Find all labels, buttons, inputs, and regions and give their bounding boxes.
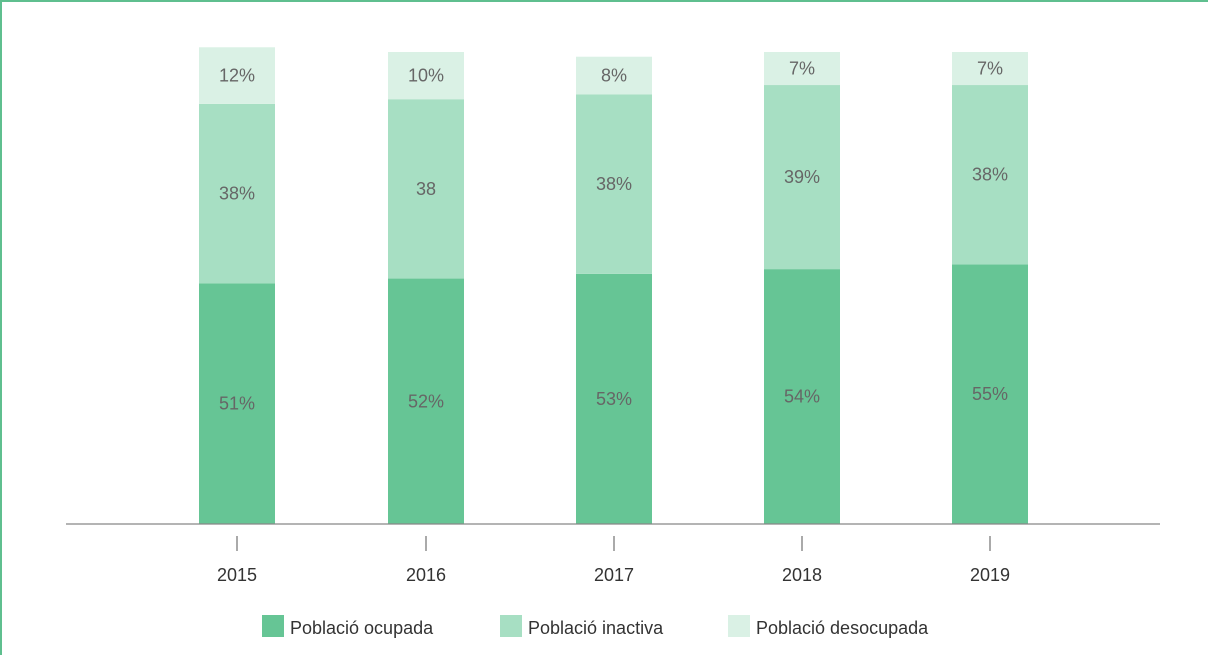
x-tick-label: 2019 [970, 565, 1010, 585]
bar-segment [576, 56, 652, 95]
legend: Població ocupada Població inactiva Poblaci… [262, 615, 929, 638]
bar-segment [952, 85, 1028, 265]
bar-segment [952, 52, 1028, 86]
data-label: 8% [601, 66, 627, 86]
bar-segment [576, 273, 652, 524]
bar-segment [764, 52, 840, 86]
bar-segment [388, 278, 464, 524]
x-tick-label: 2017 [594, 565, 634, 585]
x-tick-label: 2015 [217, 565, 257, 585]
x-tick-label: 2016 [406, 565, 446, 585]
bar-segment [576, 94, 652, 274]
data-label: 7% [789, 59, 815, 79]
legend-swatch [262, 615, 284, 637]
data-label: 10% [408, 66, 444, 86]
data-label: 12% [219, 66, 255, 86]
data-label: 38 [416, 179, 436, 199]
data-label: 39% [784, 167, 820, 187]
legend-label: Població ocupada [290, 618, 434, 638]
x-tick-label: 2018 [782, 565, 822, 585]
legend-swatch [728, 615, 750, 637]
x-axis: 2015 2016 2017 2018 2019 [217, 536, 1010, 585]
bar-segment [388, 99, 464, 279]
bar-segment [199, 103, 275, 284]
legend-swatch [500, 615, 522, 637]
data-label: 51% [219, 394, 255, 414]
data-label: 7% [977, 59, 1003, 79]
data-label: 38% [596, 174, 632, 194]
bar-segment [764, 269, 840, 524]
bar-segment [199, 283, 275, 524]
data-label: 55% [972, 384, 1008, 404]
data-label: 38% [972, 165, 1008, 185]
data-label: 38% [219, 184, 255, 204]
data-label: 53% [596, 389, 632, 409]
legend-label: Població inactiva [528, 618, 664, 638]
bar-segment [388, 52, 464, 100]
bars-group: 51% 38% 12% 52% 38 10% 53% 38% 8% 54% 39% 7% 55% 38% 7… [199, 47, 1028, 524]
bar-segment [764, 85, 840, 270]
data-label: 52% [408, 391, 444, 411]
bar-segment [199, 47, 275, 104]
legend-label: Població desocupada [756, 618, 929, 638]
data-label: 54% [784, 387, 820, 407]
bar-segment [952, 264, 1028, 524]
